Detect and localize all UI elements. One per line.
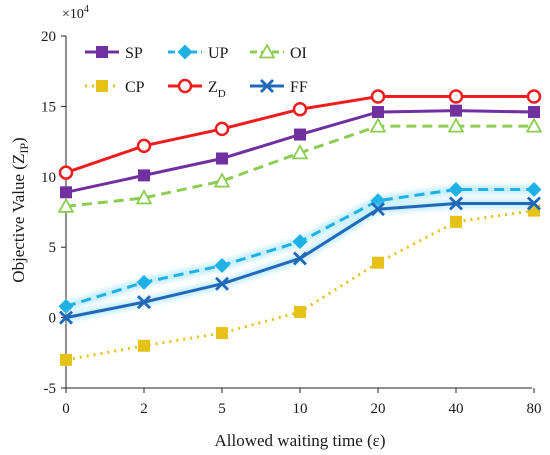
x-tick-label: 20 (371, 401, 386, 417)
data-point-cp (216, 327, 228, 340)
data-point-ff (215, 276, 229, 291)
x-axis-ticks: 0 2 5 10 20 40 80 (62, 388, 542, 417)
x-tick-label: 40 (449, 401, 464, 417)
data-point-up (136, 274, 152, 290)
data-point-zd (448, 89, 464, 104)
legend-swatch-marker (260, 79, 274, 93)
data-point-ff (293, 251, 307, 266)
data-point-cp (294, 305, 306, 318)
x-axis-title: Allowed waiting time (ε) (215, 431, 386, 450)
legend-item-zd: ZD (168, 78, 226, 100)
y-axis-ticks: -5 0 5 10 15 20 (41, 29, 66, 397)
legend-label: ZD (208, 79, 226, 100)
data-point-oi (57, 197, 75, 213)
data-point-zd (526, 89, 542, 104)
data-point-ff (137, 295, 151, 310)
data-point-up (214, 258, 230, 274)
data-point-cp (138, 339, 150, 352)
data-point-sp (450, 104, 462, 117)
data-point-ff (527, 196, 541, 211)
y-axis-exponent-label: ×104 (62, 4, 89, 22)
legend-item-oi: OI (250, 43, 307, 62)
legend-swatch-marker (177, 78, 193, 94)
data-point-up (526, 181, 542, 197)
x-tick-label: 80 (527, 401, 542, 417)
data-point-oi (213, 172, 231, 188)
data-point-oi (447, 117, 465, 133)
y-axis-title-subscript: IP (17, 143, 31, 154)
y-tick-label: 0 (49, 311, 57, 327)
data-point-ff (371, 202, 385, 217)
legend-swatch-marker (96, 80, 108, 92)
y-tick-label: 5 (49, 240, 57, 256)
x-tick-label: 5 (218, 401, 226, 417)
legend: SP UP OI CP ZD FF (85, 43, 308, 100)
data-point-cp (372, 256, 384, 269)
data-point-ff (449, 196, 463, 211)
data-point-cp (60, 353, 72, 366)
legend-swatch-marker (96, 46, 108, 58)
data-point-ff (59, 310, 73, 325)
data-point-oi (291, 144, 309, 160)
y-tick-label: 10 (41, 170, 56, 186)
data-point-oi (369, 117, 387, 133)
y-tick-label: 15 (41, 99, 56, 115)
x-tick-label: 0 (62, 401, 70, 417)
data-point-oi (525, 117, 543, 133)
series-ff (59, 196, 541, 325)
y-axis-title-close: ) (9, 137, 28, 143)
data-point-sp (372, 106, 384, 119)
y-tick-label: 20 (41, 29, 56, 45)
legend-item-up: UP (168, 44, 229, 62)
data-point-sp (138, 169, 150, 182)
series-zd (58, 89, 542, 180)
data-point-sp (294, 128, 306, 141)
series-layer (57, 89, 543, 366)
data-point-sp (216, 152, 228, 165)
legend-label: FF (290, 79, 308, 96)
legend-swatch-marker (258, 43, 276, 59)
data-point-oi (135, 189, 153, 205)
legend-item-cp: CP (85, 79, 145, 96)
y-axis-title: Objective Value (ZIP) (9, 137, 31, 282)
data-point-up (292, 234, 308, 250)
x-tick-label: 10 (293, 401, 308, 417)
x-tick-label: 2 (140, 401, 148, 417)
data-point-zd (370, 89, 386, 104)
data-point-zd (292, 101, 308, 117)
data-point-zd (136, 138, 152, 154)
data-point-up (58, 298, 74, 314)
legend-label: UP (208, 45, 229, 62)
data-point-zd (214, 121, 230, 137)
y-tick-label: -5 (44, 381, 57, 397)
data-point-sp (60, 186, 72, 199)
legend-item-ff: FF (250, 79, 308, 96)
y-axis-exponent-power: 4 (84, 4, 89, 15)
data-point-cp (450, 215, 462, 228)
y-axis-exponent-base: ×10 (62, 7, 84, 22)
legend-swatch-marker (177, 44, 193, 60)
legend-item-sp: SP (85, 45, 143, 62)
series-sp (60, 104, 540, 199)
series-cp (60, 204, 540, 366)
data-point-zd (58, 165, 74, 180)
data-point-up (448, 181, 464, 197)
legend-label: SP (125, 45, 143, 62)
y-axis-title-main: Objective Value (Z (9, 154, 28, 283)
data-point-sp (528, 106, 540, 119)
legend-label: OI (290, 45, 307, 62)
legend-label: CP (125, 79, 145, 96)
series-oi (57, 117, 543, 213)
